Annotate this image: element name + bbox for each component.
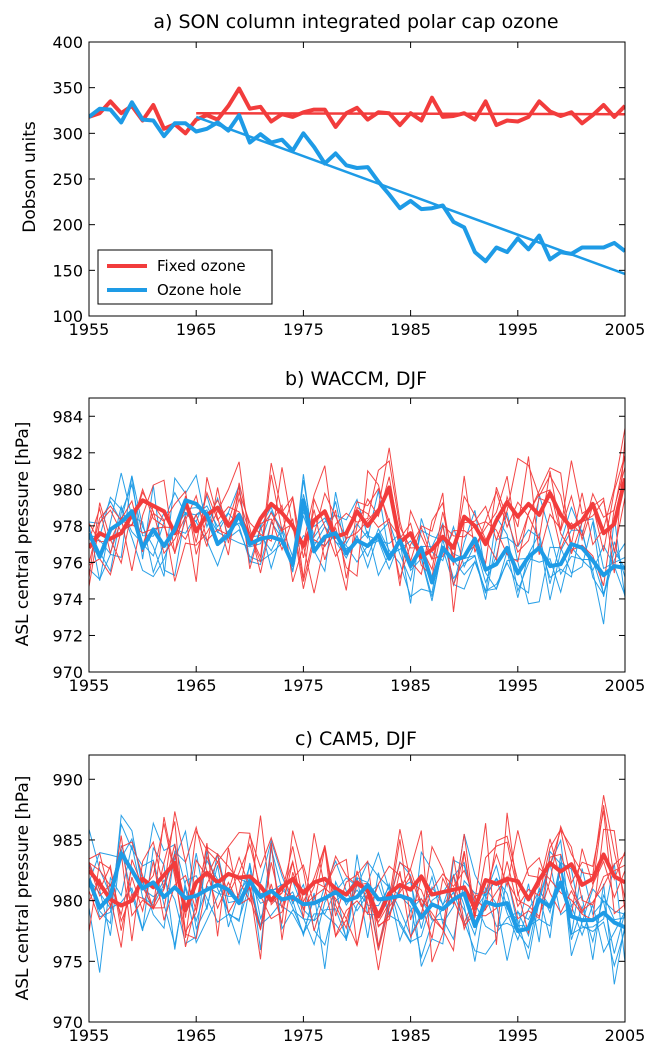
ozone-ytick-label: 200 [52,216,83,235]
waccm-xtick-label: 1985 [390,676,431,695]
panel-cam5-title: c) CAM5, DJF [295,728,417,750]
waccm-ytick-label: 978 [52,517,83,536]
ozone-xtick-label: 1995 [497,320,538,339]
legend-hole-label: Ozone hole [157,281,241,299]
ozone-ozone-hole-trend-line [195,115,625,276]
cam5-ytick-label: 975 [52,952,83,971]
ozone-xtick-label: 1975 [283,320,324,339]
waccm-fixed-member-line-2 [89,465,625,591]
cam5-fixed-ozone-ensemble-mean-line [89,852,625,919]
waccm-xtick-label: 1955 [69,676,110,695]
waccm-xtick-label: 1995 [497,676,538,695]
waccm-xtick-label: 2005 [605,676,646,695]
cam5-xtick-label: 1995 [497,1026,538,1045]
waccm-ytick-label: 974 [52,590,83,609]
cam5-hole-member-line-4 [89,829,625,955]
ozone-ytick-label: 250 [52,170,83,189]
ozone-fixed-ozone-trend-line [196,111,625,116]
panel-waccm-ylabel: ASL central pressure [hPa] [13,422,33,647]
ozone-ytick-label: 300 [52,124,83,143]
ozone-plot-area: 1955 1965 1975 1985 1995 2005 100 150 200 250 300 3… [52,33,645,339]
ozone-series-group [89,86,625,276]
cam5-hole-member-line-7 [89,850,625,962]
waccm-xtick-label: 1965 [176,676,217,695]
waccm-plot-area: 1955 1965 1975 1985 1995 2005 970 972 974 976 978 9… [52,397,646,695]
waccm-xtick-label: 1975 [283,676,324,695]
legend-box [97,249,273,305]
cam5-xtick-label: 2005 [605,1026,646,1045]
ozone-xtick-label: 1985 [390,320,431,339]
cam5-xtick-label: 1975 [283,1026,324,1045]
ozone-ytick-label: 100 [52,307,83,326]
waccm-axes-frame [88,397,626,673]
cam5-xtick-label: 1985 [390,1026,431,1045]
ozone-ytick-label: 400 [52,33,83,52]
cam5-ozone-hole-ensemble-mean-line [89,851,625,933]
panel-ozone-ylabel: Dobson units [20,121,40,233]
ozone-ytick-label: 350 [52,79,83,98]
waccm-ytick-label: 972 [52,626,83,645]
waccm-ytick-label: 970 [52,663,83,682]
cam5-ytick-label: 980 [52,892,83,911]
cam5-series-group [89,795,625,985]
waccm-ytick-label: 980 [52,480,83,499]
waccm-ytick-label: 976 [52,553,83,572]
cam5-xtick-label: 1955 [69,1026,110,1045]
cam5-ytick-label: 990 [52,770,83,789]
waccm-fixed-member-line-5 [89,437,625,587]
ozone-fixed-ozone-line [89,86,625,136]
waccm-ozone-hole-ensemble-mean-line [89,498,625,585]
panel-waccm-title: b) WACCM, DJF [285,368,427,390]
panel-cam5: c) CAM5, DJF ASL central pressure [hPa] … [13,728,645,1045]
ozone-ytick-label: 150 [52,261,83,280]
cam5-ytick-label: 985 [52,831,83,850]
panel-ozone-title: a) SON column integrated polar cap ozone [153,11,558,33]
cam5-plot-area: 1955 1965 1975 1985 1995 2005 970 975 980 985 990 [52,754,646,1045]
waccm-fixed-member-line-6 [89,428,625,612]
waccm-fixed-member-line-1 [89,455,625,579]
ozone-xtick-label: 1965 [176,320,217,339]
waccm-ytick-label: 982 [52,444,83,463]
cam5-axes-frame [88,754,626,1023]
cam5-fixed-member-line-6 [89,815,625,947]
legend: Fixed ozone Ozone hole [97,249,273,305]
panel-ozone: a) SON column integrated polar cap ozone… [20,11,645,339]
waccm-series-group [89,428,625,625]
panel-waccm: b) WACCM, DJF ASL central pressure [hPa]… [13,368,645,695]
ozone-xtick-label: 2005 [605,320,646,339]
legend-fixed-label: Fixed ozone [157,257,246,275]
cam5-ytick-label: 970 [52,1013,83,1032]
waccm-ytick-label: 984 [52,407,83,426]
ozone-xtick-label: 1955 [69,320,110,339]
panel-cam5-ylabel: ASL central pressure [hPa] [13,776,33,1001]
cam5-xtick-label: 1965 [176,1026,217,1045]
